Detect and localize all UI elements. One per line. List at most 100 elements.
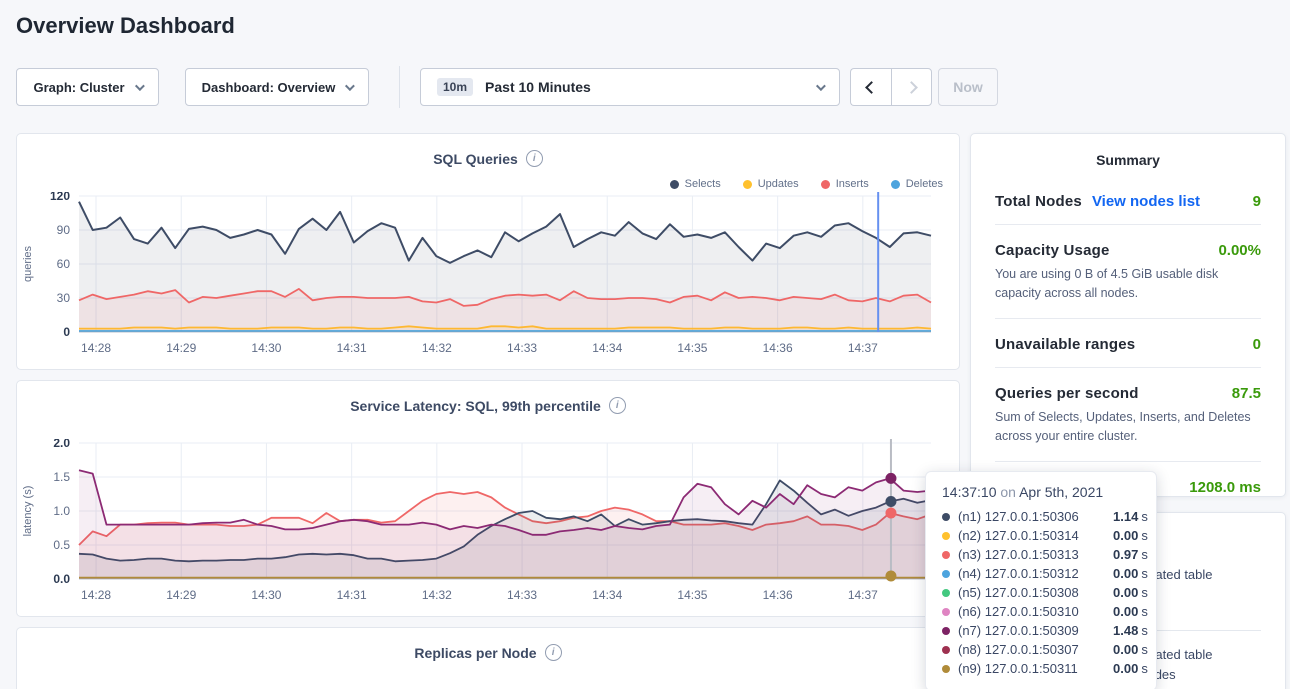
svg-text:14:30: 14:30 — [251, 588, 281, 602]
node-color-dot — [942, 513, 950, 521]
time-range-badge: 10m — [437, 78, 473, 96]
legend-item-inserts[interactable]: Inserts — [821, 178, 869, 190]
svg-text:14:34: 14:34 — [592, 588, 622, 602]
svg-text:latency (s): latency (s) — [22, 486, 34, 537]
summary-row-total-nodes: Total Nodes View nodes list 9 — [995, 176, 1261, 225]
page-title: Overview Dashboard — [16, 13, 235, 39]
svg-text:14:35: 14:35 — [677, 341, 707, 355]
node-color-dot — [942, 665, 950, 673]
sql-queries-chart[interactable]: 14:2814:2914:3014:3114:3214:3314:3414:35… — [17, 192, 961, 364]
tooltip-node-row: (n8) 127.0.0.1:503070.00s — [942, 640, 1142, 659]
dashboard-dropdown[interactable]: Dashboard: Overview — [185, 68, 369, 106]
summary-title: Summary — [971, 134, 1285, 168]
time-nav-group — [850, 68, 932, 106]
time-range-dropdown[interactable]: 10m Past 10 Minutes — [420, 68, 840, 106]
time-range-label: Past 10 Minutes — [485, 79, 591, 95]
summary-row-capacity: Capacity Usage 0.00% You are using 0 B o… — [995, 225, 1261, 319]
legend-item-deletes[interactable]: Deletes — [891, 178, 943, 190]
info-icon[interactable]: i — [526, 150, 543, 167]
svg-text:14:33: 14:33 — [507, 588, 537, 602]
qps-desc: Sum of Selects, Updates, Inserts, and De… — [995, 408, 1261, 447]
info-icon[interactable]: i — [609, 397, 626, 414]
node-color-dot — [942, 532, 950, 540]
svg-text:14:28: 14:28 — [81, 588, 111, 602]
capacity-usage-desc: You are using 0 B of 4.5 GiB usable disk… — [995, 265, 1261, 304]
svg-text:queries: queries — [22, 245, 34, 282]
svg-text:0: 0 — [63, 325, 70, 339]
chevron-down-icon — [345, 81, 355, 91]
node-color-dot — [942, 646, 950, 654]
svg-text:14:29: 14:29 — [166, 341, 196, 355]
view-nodes-list-link[interactable]: View nodes list — [1092, 193, 1200, 210]
svg-text:14:34: 14:34 — [592, 341, 622, 355]
svg-text:120: 120 — [50, 192, 70, 203]
svg-text:14:36: 14:36 — [763, 341, 793, 355]
svg-text:14:31: 14:31 — [337, 588, 367, 602]
tooltip-node-row: (n5) 127.0.0.1:503080.00s — [942, 583, 1142, 602]
svg-text:14:29: 14:29 — [166, 588, 196, 602]
svg-text:2.0: 2.0 — [53, 439, 70, 450]
tooltip-node-row: (n7) 127.0.0.1:503091.48s — [942, 621, 1142, 640]
capacity-usage-value: 0.00% — [1218, 242, 1261, 259]
legend-dot — [821, 180, 830, 189]
chevron-down-icon — [816, 81, 826, 91]
summary-row-unavailable-ranges: Unavailable ranges 0 — [995, 319, 1261, 368]
summary-row-qps: Queries per second 87.5 Sum of Selects, … — [995, 368, 1261, 462]
tooltip-node-row: (n2) 127.0.0.1:503140.00s — [942, 526, 1142, 545]
svg-text:90: 90 — [57, 223, 71, 237]
summary-panel: Summary Total Nodes View nodes list 9 Ca… — [970, 133, 1286, 497]
toolbar-divider — [399, 66, 400, 108]
legend-item-selects[interactable]: Selects — [670, 178, 721, 190]
tooltip-node-row: (n3) 127.0.0.1:503130.97s — [942, 545, 1142, 564]
tooltip-timestamp: 14:37:10 on Apr 5th, 2021 — [942, 484, 1142, 500]
node-color-dot — [942, 551, 950, 559]
overview-dashboard-page: Overview Dashboard Graph: Cluster Dashbo… — [0, 0, 1290, 689]
chevron-left-icon — [865, 81, 878, 94]
svg-text:30: 30 — [57, 291, 71, 305]
svg-text:0.0: 0.0 — [53, 572, 70, 586]
svg-text:14:28: 14:28 — [81, 341, 111, 355]
node-color-dot — [942, 608, 950, 616]
tooltip-node-row: (n6) 127.0.0.1:503100.00s — [942, 602, 1142, 621]
chart-title: Replicas per Node — [414, 645, 536, 661]
svg-text:14:30: 14:30 — [251, 341, 281, 355]
svg-text:14:37: 14:37 — [848, 341, 878, 355]
node-color-dot — [942, 627, 950, 635]
graph-dropdown[interactable]: Graph: Cluster — [16, 68, 159, 106]
chevron-right-icon — [905, 81, 918, 94]
now-button[interactable]: Now — [938, 68, 998, 106]
graph-dropdown-label: Graph: Cluster — [33, 80, 124, 95]
svg-text:14:37: 14:37 — [848, 588, 878, 602]
chart-title: SQL Queries — [433, 151, 518, 167]
service-latency-chart-panel: Service Latency: SQL, 99th percentile i … — [16, 380, 960, 617]
svg-text:14:35: 14:35 — [677, 588, 707, 602]
svg-text:0.5: 0.5 — [53, 538, 70, 552]
time-next-button[interactable] — [891, 68, 932, 106]
legend-item-updates[interactable]: Updates — [743, 178, 799, 190]
svg-text:14:33: 14:33 — [507, 341, 537, 355]
node-color-dot — [942, 589, 950, 597]
time-prev-button[interactable] — [850, 68, 891, 106]
p99-latency-value: 1208.0 ms — [1189, 479, 1261, 496]
svg-text:14:32: 14:32 — [422, 588, 452, 602]
chart-hover-tooltip: 14:37:10 on Apr 5th, 2021 (n1) 127.0.0.1… — [925, 471, 1157, 689]
legend-dot — [670, 180, 679, 189]
qps-value: 87.5 — [1232, 385, 1261, 402]
dashboard-dropdown-label: Dashboard: Overview — [202, 80, 336, 95]
legend-dot — [891, 180, 900, 189]
tooltip-node-row: (n1) 127.0.0.1:503061.14s — [942, 507, 1142, 526]
svg-text:1.0: 1.0 — [53, 504, 70, 518]
unavailable-ranges-value: 0 — [1253, 336, 1261, 353]
svg-text:1.5: 1.5 — [53, 470, 70, 484]
chevron-down-icon — [134, 81, 144, 91]
svg-text:14:36: 14:36 — [763, 588, 793, 602]
replicas-per-node-chart-panel: Replicas per Node i — [16, 627, 960, 689]
svg-text:14:32: 14:32 — [422, 341, 452, 355]
info-icon[interactable]: i — [545, 644, 562, 661]
tooltip-node-row: (n4) 127.0.0.1:503120.00s — [942, 564, 1142, 583]
node-color-dot — [942, 570, 950, 578]
chart-legend: Selects Updates Inserts Deletes — [670, 178, 943, 190]
tooltip-node-row: (n9) 127.0.0.1:503110.00s — [942, 659, 1142, 678]
svg-text:60: 60 — [57, 257, 71, 271]
service-latency-chart[interactable]: 14:28 14:29 14:30 14:31 14:32 14:33 14:34 14:35… — [17, 439, 961, 611]
